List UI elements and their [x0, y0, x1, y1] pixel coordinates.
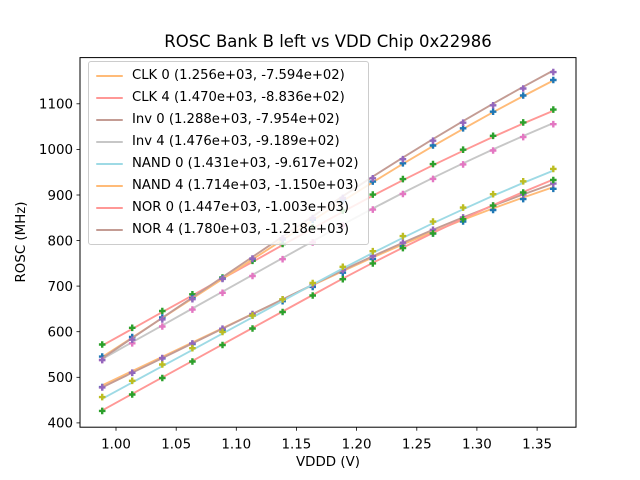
legend-line-swatch	[96, 74, 123, 78]
legend-item: NAND 0 (1.431e+03, -9.617e+02)	[96, 153, 359, 175]
y-tick-label: 1000	[39, 143, 73, 158]
x-tick-label: 1.20	[342, 438, 372, 453]
y-tick-label: 600	[47, 326, 73, 341]
x-tick-label: 1.00	[101, 438, 131, 453]
legend-item: NOR 0 (1.447e+03, -1.003e+03)	[96, 197, 359, 219]
legend-item: CLK 4 (1.470e+03, -8.836e+02)	[96, 87, 359, 109]
legend-line-swatch	[96, 228, 123, 232]
series-line-nor-0	[101, 178, 555, 412]
legend-line-swatch	[96, 96, 123, 100]
legend-item-label: CLK 0 (1.256e+03, -7.594e+02)	[132, 68, 345, 84]
legend-line-swatch	[96, 184, 123, 188]
legend-item: CLK 0 (1.256e+03, -7.594e+02)	[96, 65, 359, 87]
x-axis-label: VDDD (V)	[296, 455, 360, 470]
chart-title: ROSC Bank B left vs VDD Chip 0x22986	[164, 32, 492, 51]
legend: CLK 0 (1.256e+03, -7.594e+02) CLK 4 (1.47…	[88, 61, 369, 245]
ticks-layer: 1.00 1.05 1.10 1.15 1.20 1.25 1.30 1.35 400 500 60…	[39, 98, 552, 453]
legend-item-label: NOR 4 (1.780e+03, -1.218e+03)	[132, 222, 350, 238]
legend-item: Inv 4 (1.476e+03, -9.189e+02)	[96, 131, 359, 153]
legend-line-swatch	[96, 162, 123, 166]
x-tick-label: 1.10	[221, 438, 251, 453]
x-tick-label: 1.30	[462, 438, 492, 453]
legend-line-swatch	[96, 140, 123, 144]
y-axis-label: ROSC (MHz)	[14, 201, 29, 282]
legend-item-label: Inv 0 (1.288e+03, -7.954e+02)	[132, 112, 340, 128]
series-line-nand-0	[101, 169, 555, 400]
legend-item: NOR 4 (1.780e+03, -1.218e+03)	[96, 219, 359, 241]
legend-item-label: NAND 0 (1.431e+03, -9.617e+02)	[132, 156, 359, 172]
legend-item-label: NAND 4 (1.714e+03, -1.150e+03)	[132, 178, 359, 194]
legend-item-label: NOR 0 (1.447e+03, -1.003e+03)	[132, 200, 350, 216]
y-tick-label: 800	[47, 234, 73, 249]
x-tick-label: 1.05	[161, 438, 191, 453]
legend-item: NAND 4 (1.714e+03, -1.150e+03)	[96, 175, 359, 197]
y-tick-label: 1100	[39, 98, 73, 113]
legend-item-label: Inv 4 (1.476e+03, -9.189e+02)	[132, 134, 340, 150]
legend-item-label: CLK 4 (1.470e+03, -8.836e+02)	[132, 90, 345, 106]
x-tick-label: 1.35	[522, 438, 552, 453]
x-tick-label: 1.25	[402, 438, 432, 453]
legend-item: Inv 0 (1.288e+03, -7.954e+02)	[96, 109, 359, 131]
legend-line-swatch	[96, 206, 123, 210]
y-tick-label: 700	[47, 280, 73, 295]
x-tick-label: 1.15	[281, 438, 311, 453]
legend-line-swatch	[96, 118, 123, 122]
y-tick-label: 500	[47, 371, 73, 386]
axes-spines	[79, 57, 577, 428]
y-tick-label: 400	[47, 417, 73, 432]
y-tick-label: 900	[47, 189, 73, 204]
